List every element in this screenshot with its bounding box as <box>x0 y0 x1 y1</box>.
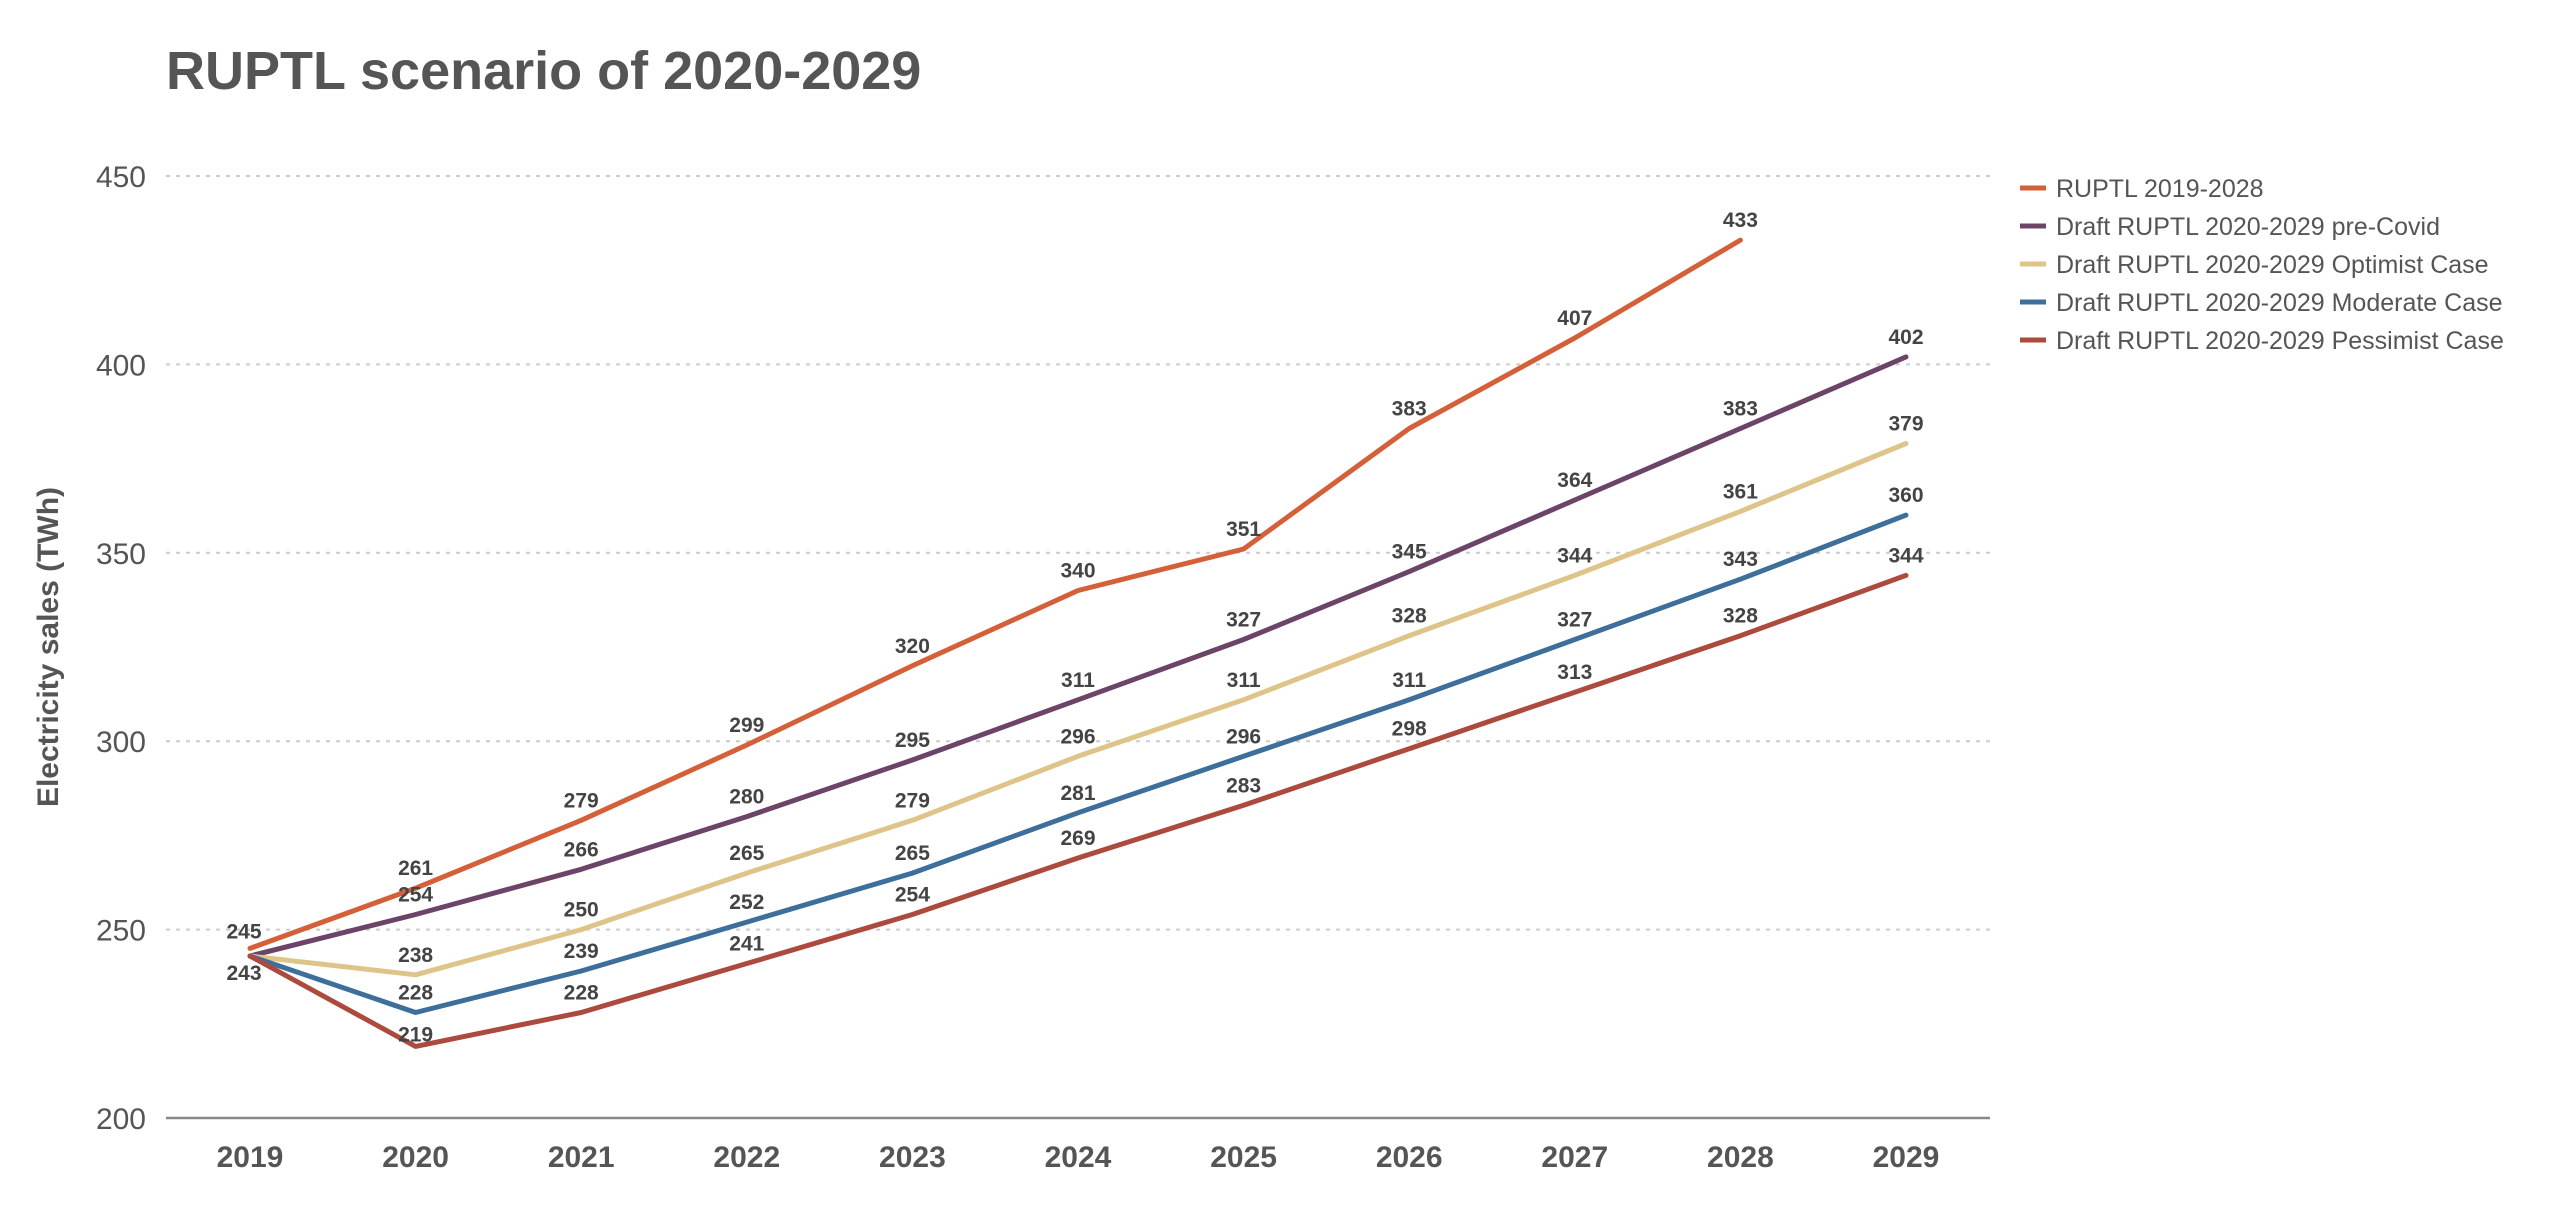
data-labels: 245 261 279 299 320 340 351 383 407 433 243 254 266 2… <box>226 209 1923 1046</box>
data-label: 311 <box>1392 669 1426 692</box>
x-tick-label: 2020 <box>382 1141 449 1174</box>
y-tick-label: 350 <box>96 538 146 571</box>
legend-label: RUPTL 2019-2028 <box>2056 175 2264 203</box>
data-label: 383 <box>1723 397 1758 420</box>
series-line <box>247 441 1909 978</box>
data-label: 245 <box>226 920 261 943</box>
x-tick-label: 2019 <box>217 1141 284 1174</box>
data-label: 383 <box>1392 397 1427 420</box>
data-label: 340 <box>1060 559 1095 582</box>
data-label: 364 <box>1557 469 1592 492</box>
data-label: 313 <box>1557 661 1592 684</box>
data-label: 266 <box>564 838 599 861</box>
legend-label: Draft RUPTL 2020-2029 Moderate Case <box>2056 289 2503 317</box>
data-label: 254 <box>895 884 930 907</box>
data-label: 265 <box>895 842 930 865</box>
x-tick-label: 2025 <box>1210 1141 1277 1174</box>
data-label: 252 <box>729 891 764 914</box>
data-label: 238 <box>398 944 433 967</box>
data-label: 239 <box>564 940 599 963</box>
data-label: 361 <box>1723 480 1758 503</box>
data-label: 299 <box>729 714 764 737</box>
data-label: 254 <box>398 884 433 907</box>
x-tick-label: 2024 <box>1045 1141 1112 1174</box>
chart-title: RUPTL scenario of 2020-2029 <box>166 41 922 101</box>
data-label: 279 <box>564 789 599 812</box>
data-label: 320 <box>895 635 930 658</box>
data-label: 360 <box>1888 484 1923 507</box>
legend-label: Draft RUPTL 2020-2029 Optimist Case <box>2056 251 2489 279</box>
data-label: 345 <box>1392 541 1427 564</box>
legend-label: Draft RUPTL 2020-2029 Pessimist Case <box>2056 327 2504 355</box>
data-label: 327 <box>1557 608 1592 631</box>
data-label: 379 <box>1888 413 1923 436</box>
series-line <box>247 572 1909 1049</box>
data-label: 407 <box>1557 307 1592 330</box>
gridlines <box>166 175 1990 931</box>
y-tick-label: 400 <box>96 349 146 382</box>
x-tick-label: 2023 <box>879 1141 946 1174</box>
data-label: 295 <box>895 729 930 752</box>
data-label: 344 <box>1888 544 1923 567</box>
data-label: 311 <box>1061 669 1095 692</box>
x-tick-label: 2022 <box>713 1141 780 1174</box>
y-tick-label: 250 <box>96 915 146 948</box>
data-label: 280 <box>729 786 764 809</box>
axes: 200 250 300 350 400 450 2019 2020 2021 2022 2023 20… <box>32 161 1990 1174</box>
data-label: 261 <box>398 857 433 880</box>
x-tick-label: 2027 <box>1541 1141 1608 1174</box>
series-line <box>247 512 1909 1015</box>
data-label: 243 <box>226 962 261 985</box>
legend: RUPTL 2019-2028 Draft RUPTL 2020-2029 pre… <box>2020 175 2504 355</box>
y-tick-label: 450 <box>96 161 146 194</box>
data-label: 328 <box>1392 605 1427 628</box>
data-label: 296 <box>1226 725 1261 748</box>
data-label: 351 <box>1226 518 1261 541</box>
data-label: 250 <box>564 899 599 922</box>
x-tick-label: 2029 <box>1873 1141 1940 1174</box>
data-label: 279 <box>895 789 930 812</box>
x-tick-label: 2021 <box>548 1141 615 1174</box>
data-label: 328 <box>1723 605 1758 628</box>
legend-label: Draft RUPTL 2020-2029 pre-Covid <box>2056 213 2440 241</box>
data-label: 228 <box>398 981 433 1004</box>
x-tick-label: 2028 <box>1707 1141 1774 1174</box>
data-label: 296 <box>1060 725 1095 748</box>
data-label: 265 <box>729 842 764 865</box>
data-label: 433 <box>1723 209 1758 232</box>
data-label: 344 <box>1557 544 1592 567</box>
data-label: 311 <box>1227 669 1261 692</box>
data-label: 343 <box>1723 548 1758 571</box>
data-label: 283 <box>1226 774 1261 797</box>
y-tick-label: 200 <box>96 1103 146 1136</box>
data-label: 298 <box>1392 718 1427 741</box>
data-label: 402 <box>1888 326 1923 349</box>
series-line <box>247 354 1909 959</box>
data-label: 241 <box>729 933 764 956</box>
data-label: 327 <box>1226 608 1261 631</box>
series-lines <box>247 237 1909 1049</box>
series-line <box>247 237 1743 951</box>
data-label: 228 <box>564 981 599 1004</box>
data-label: 269 <box>1060 827 1095 850</box>
y-tick-label: 300 <box>96 726 146 759</box>
y-axis-title: Electricity sales (TWh) <box>32 487 65 807</box>
x-tick-label: 2026 <box>1376 1141 1443 1174</box>
data-label: 219 <box>398 1023 433 1046</box>
data-label: 281 <box>1060 782 1095 805</box>
